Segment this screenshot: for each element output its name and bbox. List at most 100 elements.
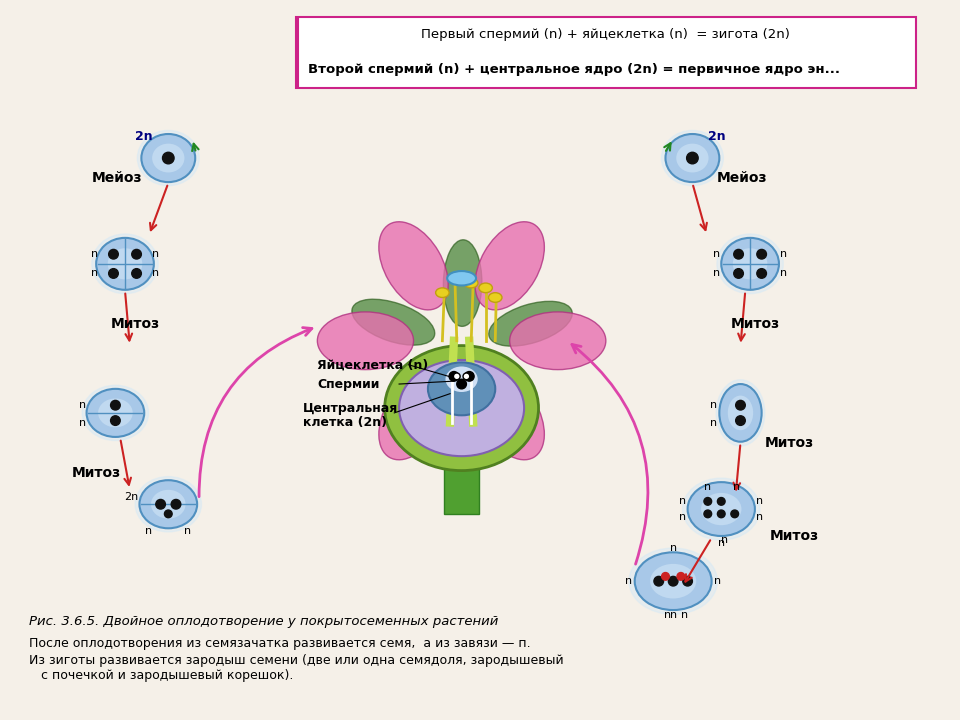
Ellipse shape: [489, 293, 502, 302]
Ellipse shape: [96, 238, 154, 289]
Ellipse shape: [137, 130, 200, 186]
Text: n: n: [732, 482, 740, 492]
Ellipse shape: [635, 552, 711, 610]
Ellipse shape: [428, 362, 495, 415]
Ellipse shape: [83, 385, 149, 441]
Ellipse shape: [141, 134, 195, 182]
Ellipse shape: [701, 493, 741, 525]
Circle shape: [668, 577, 678, 586]
Text: Мейоз: Мейоз: [91, 171, 142, 185]
Ellipse shape: [676, 143, 708, 173]
Ellipse shape: [108, 248, 142, 279]
Text: 2n: 2n: [135, 130, 153, 143]
Circle shape: [717, 498, 725, 505]
Circle shape: [731, 510, 738, 518]
Text: Яйцеклетка (n): Яйцеклетка (n): [318, 359, 428, 372]
Text: n: n: [721, 535, 729, 545]
Ellipse shape: [447, 271, 476, 285]
Circle shape: [733, 269, 743, 278]
Text: n: n: [79, 418, 86, 428]
Ellipse shape: [151, 490, 185, 518]
Ellipse shape: [687, 482, 755, 536]
Ellipse shape: [721, 238, 779, 289]
Text: 2n: 2n: [125, 492, 139, 502]
Ellipse shape: [379, 372, 448, 460]
Circle shape: [686, 153, 698, 164]
Text: n: n: [184, 526, 191, 536]
Circle shape: [465, 372, 474, 381]
Ellipse shape: [152, 143, 184, 173]
Circle shape: [108, 249, 118, 259]
Ellipse shape: [388, 351, 448, 423]
Text: n: n: [713, 249, 720, 259]
Circle shape: [735, 415, 745, 426]
Circle shape: [453, 373, 460, 379]
Text: Из зиготы развивается зародыш семени (две или одна семядоля, зародышевый: Из зиготы развивается зародыш семени (дв…: [29, 654, 564, 667]
Ellipse shape: [719, 384, 761, 442]
Text: Рис. 3.6.5. Двойное оплодотворение у покрытосеменных растений: Рис. 3.6.5. Двойное оплодотворение у пок…: [29, 615, 498, 628]
Circle shape: [132, 269, 141, 278]
Text: n: n: [681, 610, 688, 620]
Ellipse shape: [98, 398, 132, 427]
Text: Центральная: Центральная: [303, 402, 398, 415]
Text: Спермии: Спермии: [318, 377, 380, 390]
Text: Мейоз: Мейоз: [716, 171, 767, 185]
Text: n: n: [663, 610, 671, 620]
Text: Митоз: Митоз: [769, 528, 819, 543]
Text: n: n: [90, 249, 98, 259]
Text: n: n: [714, 576, 721, 586]
Text: n: n: [146, 526, 153, 536]
Text: n: n: [90, 269, 98, 279]
Ellipse shape: [661, 130, 724, 186]
Ellipse shape: [465, 278, 478, 288]
Ellipse shape: [665, 134, 719, 182]
Ellipse shape: [475, 372, 544, 460]
Text: n: n: [710, 418, 717, 428]
Circle shape: [108, 269, 118, 278]
Circle shape: [449, 372, 459, 381]
Ellipse shape: [716, 379, 765, 446]
Ellipse shape: [379, 222, 448, 310]
Text: с почечкой и зародышевый корешок).: с почечкой и зародышевый корешок).: [29, 669, 293, 682]
Ellipse shape: [436, 288, 449, 297]
Circle shape: [733, 249, 743, 259]
Text: n: n: [680, 512, 686, 522]
Circle shape: [756, 269, 766, 278]
Ellipse shape: [385, 346, 539, 471]
Ellipse shape: [683, 478, 760, 540]
Text: Первый спермий (n) + яйцеклетка (n)  = зигота (2n): Первый спермий (n) + яйцеклетка (n) = зи…: [421, 29, 790, 42]
Ellipse shape: [444, 240, 482, 326]
Text: Митоз: Митоз: [72, 467, 121, 480]
Ellipse shape: [352, 300, 435, 345]
Text: После оплодотворения из семязачатка развивается семя,  а из завязи — п.: После оплодотворения из семязачатка разв…: [29, 637, 531, 650]
FancyBboxPatch shape: [444, 403, 479, 514]
Ellipse shape: [717, 234, 783, 294]
Circle shape: [162, 153, 174, 164]
Circle shape: [683, 577, 692, 586]
Text: n: n: [153, 249, 159, 259]
Text: n: n: [625, 576, 633, 586]
Text: n: n: [79, 400, 86, 410]
Text: n: n: [780, 269, 787, 279]
Circle shape: [677, 572, 684, 580]
Ellipse shape: [510, 312, 606, 369]
Text: Митоз: Митоз: [764, 436, 814, 449]
Text: Митоз: Митоз: [731, 318, 780, 331]
Circle shape: [654, 577, 663, 586]
Circle shape: [463, 373, 469, 379]
FancyBboxPatch shape: [297, 17, 916, 88]
Ellipse shape: [473, 351, 533, 425]
Ellipse shape: [479, 283, 492, 293]
Circle shape: [110, 400, 120, 410]
Circle shape: [704, 498, 711, 505]
Text: n: n: [718, 538, 725, 548]
Text: Митоз: Митоз: [110, 318, 159, 331]
Text: n: n: [670, 543, 677, 552]
Ellipse shape: [489, 302, 572, 346]
Text: n: n: [704, 482, 711, 492]
Circle shape: [457, 379, 467, 389]
Ellipse shape: [732, 248, 767, 279]
Circle shape: [756, 249, 766, 259]
Text: n: n: [670, 610, 677, 620]
Circle shape: [132, 249, 141, 259]
